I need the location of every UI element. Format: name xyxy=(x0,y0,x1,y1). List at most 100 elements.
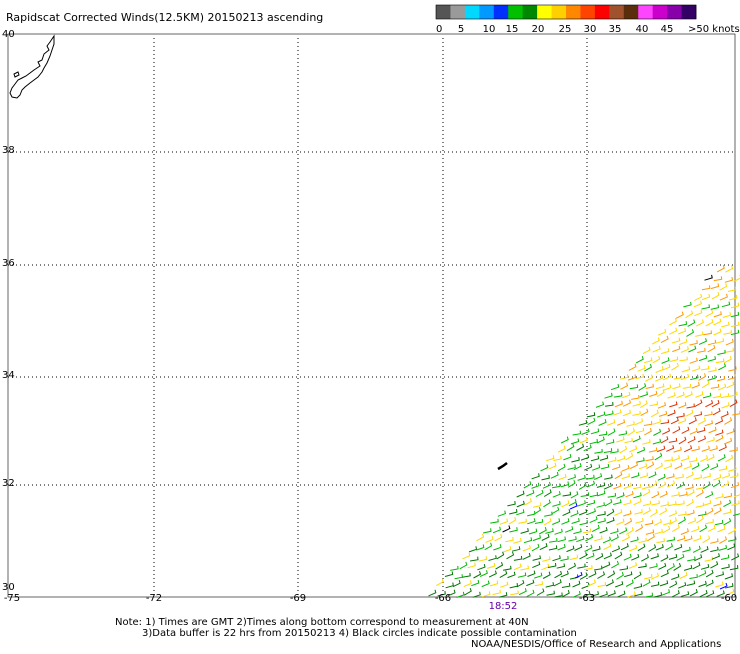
wind-barb xyxy=(678,511,686,515)
wind-barb xyxy=(698,511,706,515)
wind-barb xyxy=(569,499,576,506)
wind-barb xyxy=(514,564,521,570)
wind-barb xyxy=(540,543,547,550)
wind-barb xyxy=(542,534,549,541)
wind-barb xyxy=(710,539,718,544)
wind-barb xyxy=(623,400,630,407)
lat-label-36: 36 xyxy=(2,258,15,269)
wind-barb xyxy=(672,338,680,343)
wind-barb xyxy=(546,455,554,460)
wind-barb xyxy=(712,292,719,299)
wind-barb xyxy=(705,420,713,425)
wind-barb xyxy=(658,402,666,408)
wind-barb xyxy=(617,456,625,462)
wind-barb xyxy=(719,537,726,544)
wind-barb xyxy=(690,358,698,364)
wind-barb xyxy=(628,428,635,435)
wind-barb xyxy=(731,312,739,317)
wind-barb xyxy=(561,518,569,524)
wind-barb xyxy=(654,592,662,597)
wind-barb xyxy=(575,544,582,550)
wind-barb xyxy=(645,375,652,382)
wind-barb xyxy=(714,276,722,280)
wind-barb xyxy=(509,509,517,514)
wind-barb xyxy=(684,536,692,541)
wind-barb xyxy=(690,589,697,596)
wind-barb xyxy=(510,590,518,594)
wind-barb xyxy=(730,473,738,478)
wind-barb xyxy=(493,590,501,595)
wind-barb xyxy=(573,581,580,587)
legend-swatch xyxy=(566,5,581,19)
wind-barb xyxy=(543,572,550,579)
wind-barb xyxy=(462,553,469,559)
wind-barb xyxy=(554,593,562,597)
latitude-labels: 40 38 36 34 32 30 xyxy=(2,29,15,593)
wind-barb xyxy=(636,356,643,363)
wind-barb xyxy=(688,436,695,442)
wind-barb xyxy=(722,402,730,408)
wind-barb xyxy=(614,393,622,397)
wind-barb xyxy=(731,501,739,506)
wind-barb xyxy=(553,456,561,461)
wind-barb xyxy=(565,526,573,532)
wind-barb xyxy=(549,538,557,542)
wind-barb xyxy=(679,437,686,444)
wind-barb xyxy=(686,311,693,318)
wind-barb xyxy=(666,474,674,479)
wind-barb xyxy=(641,409,648,416)
wind-barb xyxy=(605,393,613,398)
wind-barb xyxy=(477,564,485,570)
wind-barb xyxy=(698,436,705,442)
lat-label-40: 40 xyxy=(2,29,15,40)
wind-barb xyxy=(635,518,643,523)
wind-barb xyxy=(650,401,658,405)
wind-barb xyxy=(571,491,578,498)
wind-barb xyxy=(611,561,618,568)
wind-barb xyxy=(715,582,723,587)
wind-barb xyxy=(621,543,628,550)
wind-barb xyxy=(498,511,506,517)
wind-barb xyxy=(598,582,606,587)
wind-barb xyxy=(724,493,732,498)
wind-barb xyxy=(678,328,685,334)
wind-barb xyxy=(558,537,566,542)
wind-barb xyxy=(563,509,570,515)
wind-barb xyxy=(658,482,665,489)
wind-barb xyxy=(711,384,719,388)
wind-barb xyxy=(537,589,544,596)
wind-barb xyxy=(649,391,657,397)
wind-barb xyxy=(658,474,665,480)
wind-barb xyxy=(694,412,702,417)
wind-barb xyxy=(469,546,477,552)
wind-barb xyxy=(608,493,616,497)
wind-barb xyxy=(653,429,660,436)
wind-barb xyxy=(626,491,634,497)
wind-barb xyxy=(706,319,713,326)
note-line-1: Note: 1) Times are GMT 2)Times along bot… xyxy=(115,617,529,628)
wind-barb xyxy=(657,446,665,452)
wind-barb xyxy=(714,508,721,515)
wind-barb xyxy=(687,581,695,586)
wind-barb xyxy=(657,390,664,397)
wind-barb xyxy=(693,546,700,553)
wind-barb xyxy=(607,420,615,426)
wind-barb xyxy=(643,489,650,496)
wind-barb xyxy=(691,526,699,532)
wind-barb xyxy=(607,517,615,523)
wind-barb xyxy=(683,384,691,388)
wind-barb xyxy=(700,525,707,532)
wind-barb xyxy=(612,546,619,552)
wind-barb xyxy=(661,436,668,443)
wind-barb xyxy=(533,503,541,508)
wind-barb xyxy=(636,428,644,433)
wind-barb xyxy=(624,483,632,489)
wind-barb xyxy=(619,431,627,436)
wind-barb xyxy=(719,444,726,450)
wind-barb xyxy=(669,328,676,335)
wind-barb xyxy=(489,555,497,560)
wind-barb xyxy=(639,463,647,469)
wind-barb xyxy=(641,554,648,561)
wind-barb xyxy=(687,489,694,496)
wind-barb xyxy=(568,474,576,480)
